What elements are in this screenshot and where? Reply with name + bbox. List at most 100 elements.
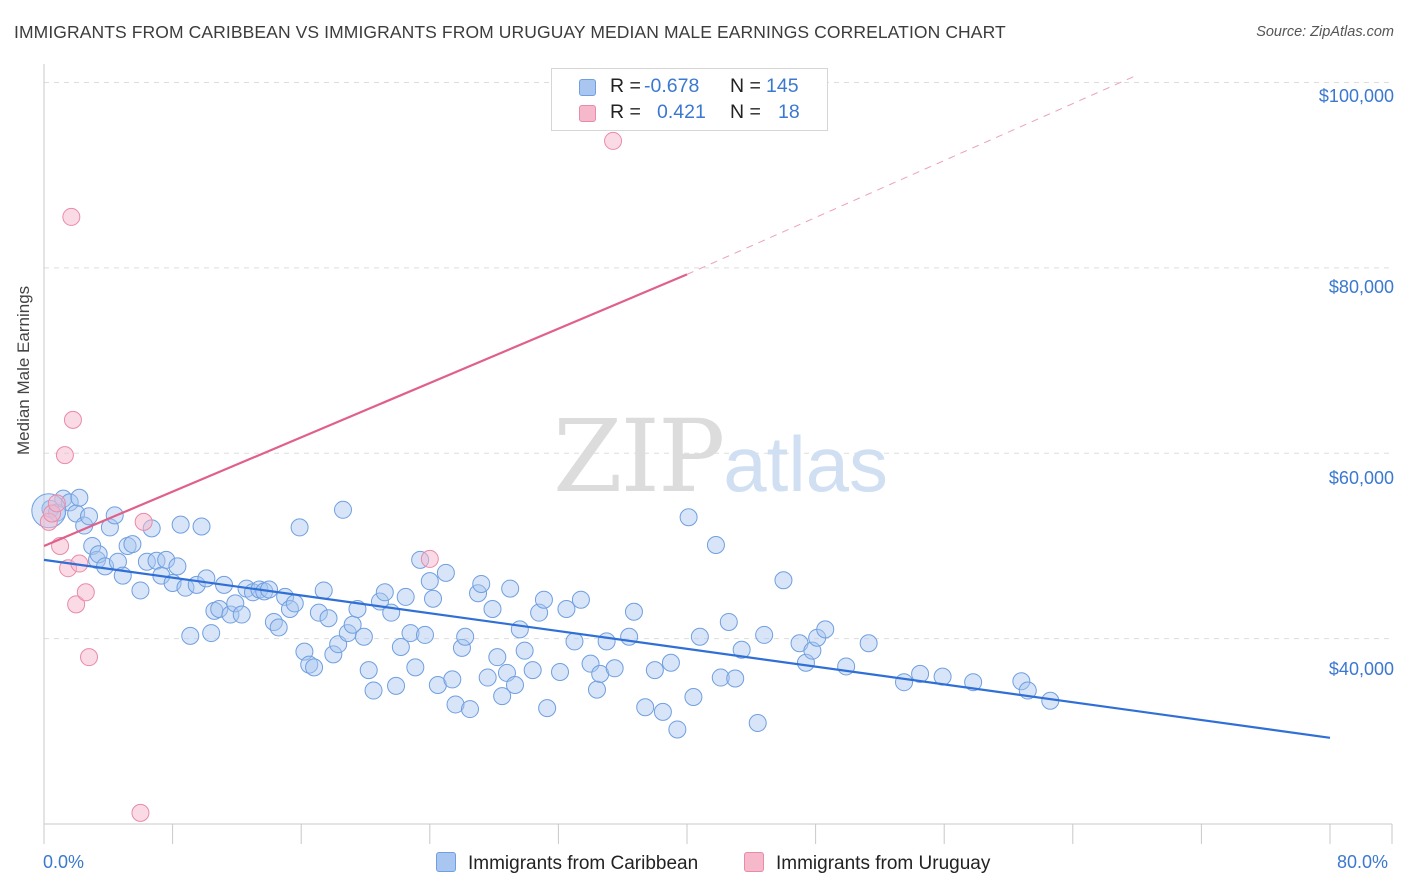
trend-lines [43, 74, 1331, 739]
data-point-caribbean [501, 579, 520, 598]
data-point-caribbean [523, 661, 542, 680]
data-point-caribbean [488, 648, 507, 667]
data-point-caribbean [290, 518, 309, 537]
data-point-caribbean [483, 599, 502, 618]
data-point-caribbean [314, 581, 333, 600]
legend-swatch-pink [579, 105, 596, 122]
legend-r-value: 0.421 [657, 101, 706, 123]
y-tick-label: $40,000 [1328, 659, 1394, 679]
chart-title: IMMIGRANTS FROM CARIBBEAN VS IMMIGRANTS … [14, 22, 1006, 42]
data-point-caribbean [456, 627, 475, 646]
data-point-caribbean [587, 680, 606, 699]
data-point-caribbean [415, 625, 434, 644]
axes [43, 64, 1393, 844]
uruguay-points [39, 131, 623, 822]
data-point-uruguay [420, 549, 439, 568]
data-point-caribbean [774, 571, 793, 590]
data-point-caribbean [895, 673, 914, 692]
y-tick-label: $80,000 [1328, 277, 1394, 297]
data-point-caribbean [597, 632, 616, 651]
y-tick-label: $100,000 [1318, 86, 1394, 106]
data-point-caribbean [478, 668, 497, 687]
data-point-caribbean [859, 634, 878, 653]
data-point-caribbean [309, 603, 328, 622]
data-point-caribbean [300, 655, 319, 674]
data-point-caribbean [226, 594, 245, 613]
data-point-caribbean [505, 675, 524, 694]
data-point-caribbean [452, 638, 471, 657]
data-point-caribbean [755, 625, 774, 644]
series-swatch-pink [744, 852, 764, 872]
data-point-caribbean [911, 664, 930, 683]
trendline-uruguay [43, 273, 688, 547]
trendline-uruguay-extension [686, 74, 1138, 275]
data-point-caribbean [605, 659, 624, 678]
data-point-caribbean [123, 535, 142, 554]
data-point-caribbean [446, 695, 465, 714]
data-point-caribbean [726, 669, 745, 688]
legend-n-value: 145 [766, 75, 799, 97]
data-point-caribbean [510, 620, 529, 639]
data-point-caribbean [684, 688, 703, 707]
data-point-caribbean [624, 602, 643, 621]
legend-row-caribbean: R = -0.678 N = 145 [552, 75, 827, 101]
data-point-caribbean [359, 661, 378, 680]
data-point-caribbean [137, 552, 156, 571]
data-point-caribbean [269, 618, 288, 637]
series-label-uruguay: Immigrants from Uruguay [776, 853, 991, 874]
data-point-uruguay [134, 512, 153, 531]
data-point-caribbean [396, 587, 415, 606]
data-point-caribbean [460, 700, 479, 719]
trendline-caribbean [43, 558, 1331, 739]
data-point-caribbean [472, 574, 491, 593]
data-point-uruguay [131, 803, 150, 822]
legend-r-value: -0.678 [644, 75, 700, 97]
data-point-caribbean [668, 720, 687, 739]
data-point-caribbean [653, 702, 672, 721]
data-point-uruguay [55, 446, 74, 465]
legend-n-value: 18 [778, 101, 800, 123]
data-point-uruguay [67, 595, 86, 614]
data-point-caribbean [401, 624, 420, 643]
data-point-caribbean [645, 661, 664, 680]
data-point-caribbean [131, 581, 150, 600]
data-point-caribbean [515, 641, 534, 660]
y-tick-label: $60,000 [1328, 468, 1394, 488]
data-point-caribbean [565, 632, 584, 651]
data-point-caribbean [964, 673, 983, 692]
data-point-caribbean [690, 627, 709, 646]
data-point-caribbean [557, 599, 576, 618]
data-point-caribbean [551, 663, 570, 681]
data-point-uruguay [604, 131, 623, 150]
data-point-caribbean [493, 687, 512, 706]
data-point-caribbean [636, 698, 655, 717]
series-legend-caribbean: Immigrants from Caribbean [436, 852, 698, 875]
data-point-uruguay [62, 207, 81, 226]
data-point-caribbean [748, 713, 767, 732]
legend-swatch-blue [579, 79, 596, 96]
data-point-caribbean [711, 668, 730, 687]
data-point-caribbean [232, 605, 251, 624]
data-point-caribbean [181, 626, 200, 645]
data-point-caribbean [305, 658, 324, 677]
data-point-caribbean [406, 658, 425, 677]
data-point-caribbean [70, 488, 89, 507]
data-point-caribbean [571, 590, 590, 609]
data-point-caribbean [264, 612, 283, 631]
data-point-caribbean [719, 612, 738, 631]
data-point-caribbean [679, 508, 698, 527]
data-point-uruguay [63, 410, 82, 429]
data-point-caribbean [171, 515, 190, 534]
x-tick-label-max: 80.0% [1337, 852, 1389, 872]
data-point-caribbean [538, 699, 557, 718]
data-point-caribbean [324, 645, 343, 664]
data-point-caribbean [168, 557, 187, 576]
watermark-atlas: atlas [723, 420, 889, 508]
series-swatch-blue [436, 852, 456, 872]
data-point-caribbean [354, 627, 373, 646]
data-point-caribbean [80, 507, 99, 526]
data-point-caribbean [732, 640, 751, 659]
y-axis-label: Median Male Earnings [14, 285, 33, 455]
data-point-caribbean [706, 536, 725, 555]
